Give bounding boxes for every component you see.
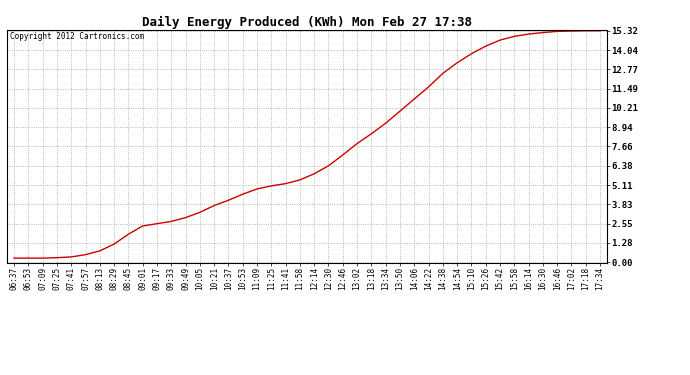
- Title: Daily Energy Produced (KWh) Mon Feb 27 17:38: Daily Energy Produced (KWh) Mon Feb 27 1…: [142, 16, 472, 29]
- Text: Copyright 2012 Cartronics.com: Copyright 2012 Cartronics.com: [10, 32, 144, 41]
